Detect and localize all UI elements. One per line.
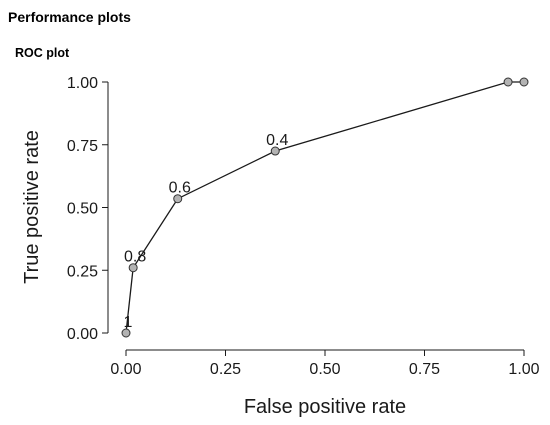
y-axis-label: True positive rate — [21, 130, 43, 284]
y-tick-label: 0.00 — [67, 326, 98, 343]
roc-point — [173, 194, 183, 204]
x-tick-label: 0.00 — [110, 361, 141, 378]
roc-series: 1 0.8 0.6 0.4 — [121, 77, 529, 338]
x-axis-label: False positive rate — [244, 396, 406, 418]
x-tick-label: 1.00 — [508, 361, 539, 378]
section-title: Performance plots — [8, 9, 131, 25]
threshold-label: 0.4 — [266, 132, 288, 149]
roc-point — [121, 328, 131, 338]
threshold-label: 1 — [124, 314, 133, 331]
roc-curve-line — [125, 81, 524, 334]
y-tick-label: 1.00 — [67, 75, 98, 92]
roc-point — [519, 77, 529, 87]
threshold-label: 0.6 — [169, 180, 191, 197]
y-tick-label: 0.50 — [67, 201, 98, 218]
y-axis: 0.00 0.25 0.50 0.75 1.00 — [67, 75, 109, 343]
threshold-label: 0.8 — [124, 249, 146, 266]
x-tick-label: 0.50 — [309, 361, 340, 378]
y-tick-label: 0.75 — [67, 138, 98, 155]
roc-point — [270, 146, 280, 156]
x-axis: 0.00 0.25 0.50 0.75 1.00 — [110, 349, 540, 378]
x-tick-label: 0.75 — [409, 361, 440, 378]
plot-title: ROC plot — [15, 46, 70, 60]
y-tick-label: 0.25 — [67, 263, 98, 280]
roc-point — [503, 77, 513, 87]
roc-point — [128, 263, 138, 273]
x-tick-label: 0.25 — [210, 361, 241, 378]
